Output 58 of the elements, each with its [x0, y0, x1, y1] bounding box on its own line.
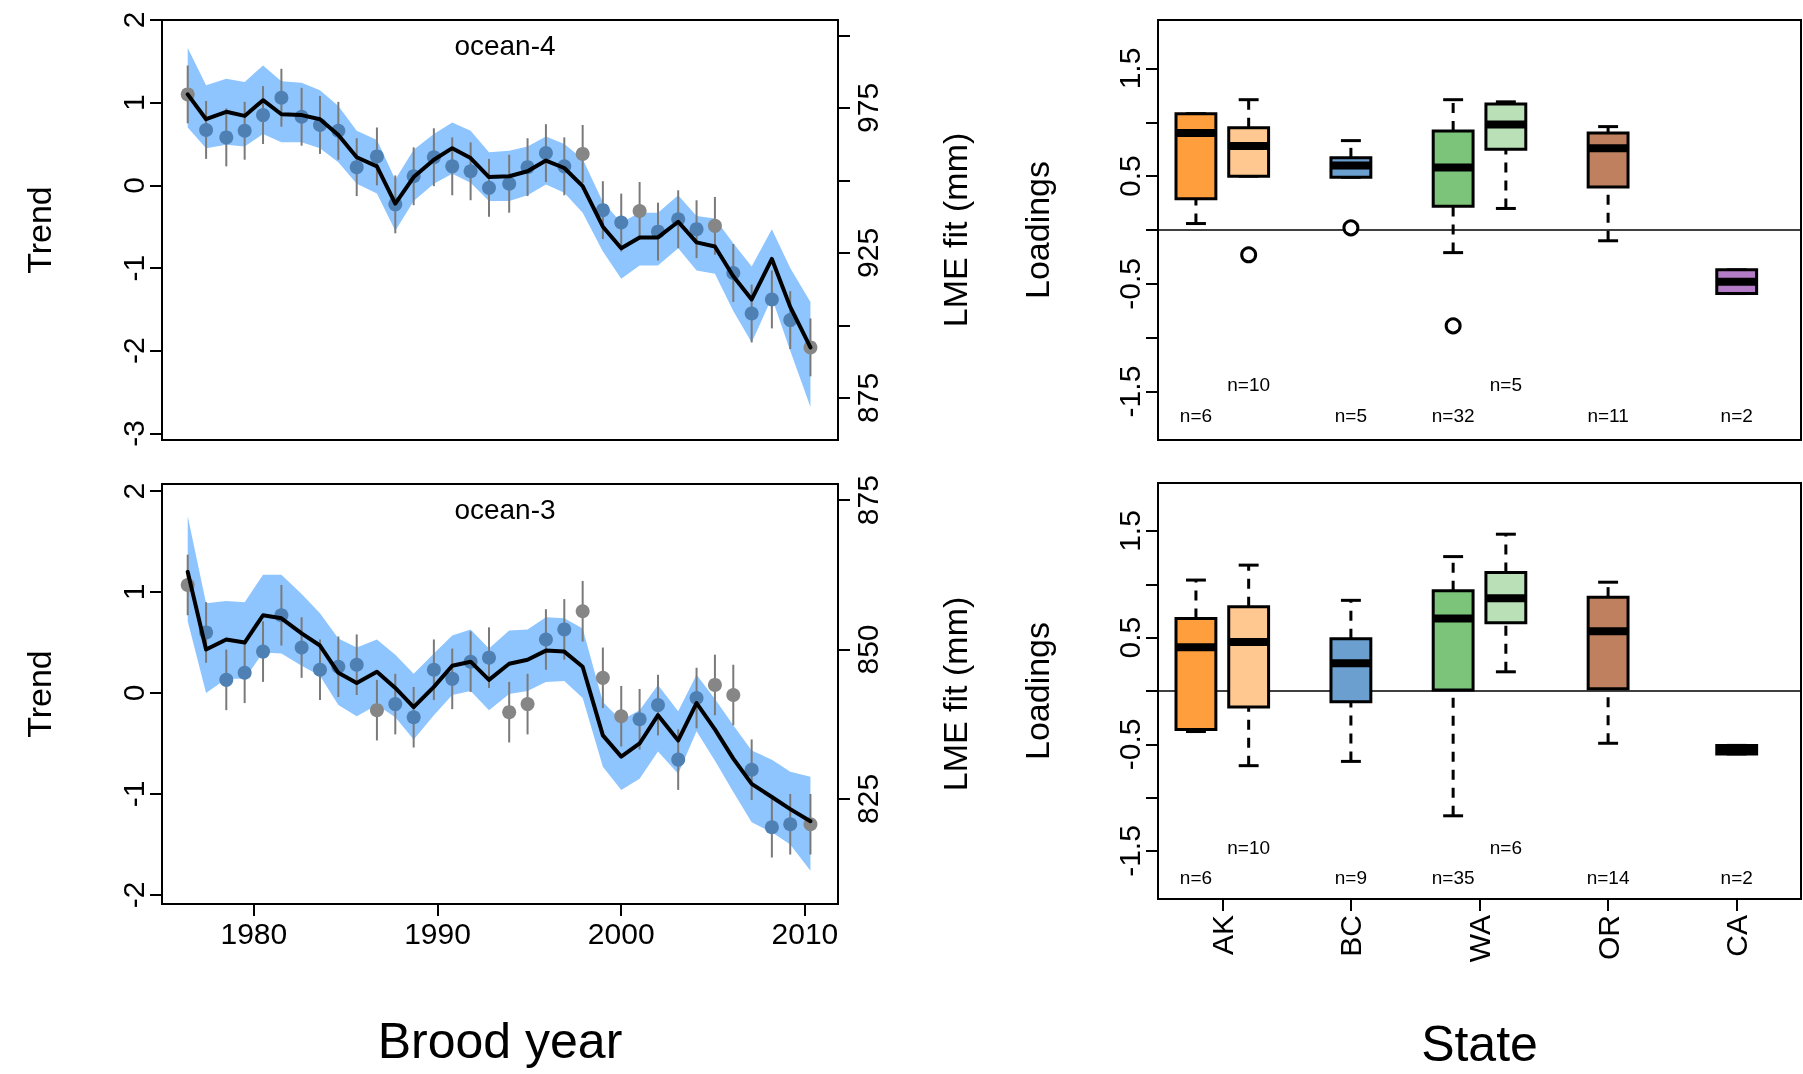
y-tick-label: -2: [116, 337, 150, 365]
x-tick-label: AK: [1205, 915, 1239, 956]
annotation: n=2: [1720, 866, 1753, 888]
y2-tick-label: 825: [850, 773, 884, 824]
x-tick-label: 1980: [220, 916, 288, 950]
annotation: n=11: [1587, 404, 1629, 426]
chart-title: ocean-4: [454, 29, 556, 61]
annotation: n=6: [1179, 866, 1213, 888]
y-tick-label: -1.5: [1112, 825, 1146, 877]
y-tick-label: -1: [116, 780, 150, 808]
x-tick-label: 2000: [587, 916, 655, 950]
y-axis-title: Trend: [20, 186, 58, 274]
y-tick-label: 1: [116, 583, 150, 601]
x-tick-label: 1990: [404, 916, 471, 950]
y-axis-title: Loadings: [1018, 621, 1056, 761]
annotation: n=5: [1334, 404, 1368, 426]
y2-axis-title: LME fit (mm): [936, 132, 974, 328]
y2-tick-label: 875: [850, 475, 884, 526]
y2-axis-title: LME fit (mm): [936, 596, 974, 792]
y-tick-label: 2: [116, 11, 150, 29]
y-tick-label: 0: [116, 684, 150, 702]
y2-tick-label: 925: [850, 227, 884, 278]
y-axis-title: Trend: [20, 650, 58, 738]
y-tick-label: -0.5: [1112, 257, 1146, 310]
annotation: n=5: [1489, 374, 1522, 396]
annotation: n=9: [1334, 866, 1368, 888]
y-tick-label: -2: [116, 881, 150, 909]
annotation: n=10: [1227, 836, 1271, 858]
y-tick-label: 0.5: [1112, 155, 1146, 198]
x-tick-label: 2010: [771, 916, 839, 950]
x-tick-label: CA: [1720, 915, 1754, 957]
y-tick-label: 1.5: [1112, 47, 1146, 90]
y2-tick-label: 975: [850, 82, 884, 133]
y-tick-label: -0.5: [1112, 718, 1146, 771]
annotation: n=6: [1489, 836, 1522, 858]
chart-title: ocean-3: [454, 493, 556, 525]
annotation: n=6: [1179, 404, 1213, 426]
y2-tick-label: 850: [850, 624, 884, 675]
x-axis-title: State: [1421, 1016, 1538, 1072]
y-tick-label: 0.5: [1112, 616, 1146, 659]
annotation: n=10: [1227, 374, 1271, 396]
annotation: n=14: [1586, 866, 1630, 888]
y-tick-label: 2: [116, 482, 150, 500]
y-tick-label: -3: [116, 420, 150, 447]
x-tick-label: BC: [1334, 915, 1368, 957]
y-tick-label: 0: [116, 177, 150, 194]
y-tick-label: -1.5: [1112, 365, 1146, 418]
y-tick-label: 1: [116, 94, 150, 112]
annotation: n=35: [1431, 866, 1475, 888]
y-tick-label: -1: [116, 254, 150, 282]
x-axis-title: Brood year: [377, 1013, 623, 1069]
y2-tick-label: 875: [850, 372, 884, 423]
x-tick-label: WA: [1463, 915, 1496, 963]
annotation: n=32: [1431, 404, 1475, 426]
y-tick-label: 1.5: [1112, 510, 1146, 552]
y-axis-title: Loadings: [1018, 160, 1056, 300]
x-tick-label: OR: [1591, 915, 1625, 960]
annotation: n=2: [1720, 404, 1753, 426]
